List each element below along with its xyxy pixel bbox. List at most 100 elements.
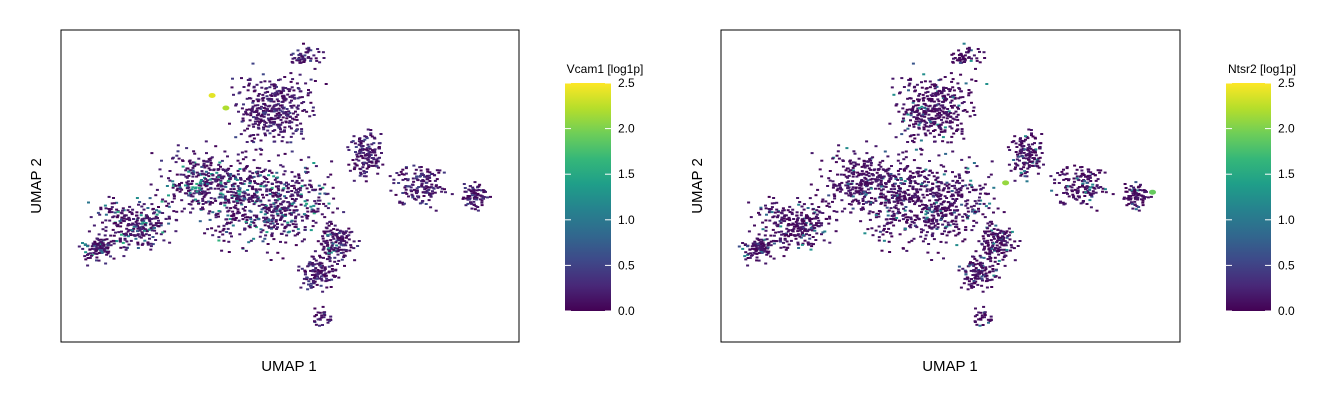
right-cell-point: [1095, 209, 1099, 212]
right-cell-point: [978, 324, 982, 327]
left-cell-point: [284, 241, 288, 244]
left-cell-point: [270, 211, 274, 213]
left-cell-point: [283, 214, 287, 217]
right-cell-point: [917, 98, 921, 101]
right-cell-point: [959, 286, 963, 289]
left-cell-point: [219, 185, 223, 188]
left-cell-point: [191, 175, 195, 178]
right-cell-point: [892, 214, 896, 217]
right-cell-point: [951, 86, 955, 89]
right-cell-point: [932, 100, 936, 103]
left-cell-point: [149, 248, 153, 251]
left-cell-point: [170, 200, 174, 203]
left-cell-point: [313, 280, 317, 283]
left-cell-point: [131, 208, 135, 211]
left-cell-point: [306, 92, 310, 95]
right-cell-point: [986, 227, 990, 230]
right-cell-point: [834, 184, 838, 187]
right-cell-point: [805, 230, 809, 233]
right-cell-point: [1031, 157, 1035, 159]
right-cell-point: [964, 200, 968, 203]
right-cell-point: [915, 83, 919, 86]
left-cell-point: [261, 99, 265, 102]
right-cell-point: [1137, 193, 1141, 196]
right-cell-point: [951, 78, 955, 81]
left-cell-point: [305, 216, 309, 219]
right-cell-point: [815, 213, 819, 216]
left-cell-point: [201, 203, 205, 205]
left-cell-point: [135, 223, 139, 226]
right-cell-point: [1023, 172, 1027, 175]
right-cell-point: [1131, 194, 1135, 197]
right-cell-point: [1095, 185, 1099, 188]
left-cell-point: [470, 207, 474, 210]
left-cell-point: [104, 219, 108, 222]
left-cell-point: [298, 61, 302, 64]
left-cell-point: [325, 279, 329, 282]
right-cell-point: [908, 170, 912, 173]
left-cell-point: [294, 181, 298, 184]
right-cell-point: [932, 217, 936, 220]
right-cell-point: [832, 184, 836, 187]
right-cell-point: [932, 238, 936, 241]
right-cell-point: [903, 129, 907, 132]
right-cell-point: [1008, 238, 1012, 241]
right-cell-point: [1073, 164, 1077, 167]
right-cell-point: [950, 121, 954, 124]
right-cell-point: [901, 214, 905, 217]
left-cell-point: [348, 169, 352, 172]
right-cell-point: [869, 201, 873, 204]
left-cell-point: [109, 244, 113, 247]
right-cell-point: [852, 164, 856, 167]
left-cell-point: [276, 187, 280, 190]
right-cell-point: [942, 257, 945, 260]
left-cell-point: [320, 262, 324, 265]
left-cell-point: [323, 183, 327, 186]
right-cell-point: [924, 206, 928, 209]
right-cell-point: [852, 161, 855, 164]
right-cell-point: [857, 157, 861, 160]
right-cell-point: [1064, 186, 1068, 189]
left-cell-point: [248, 108, 251, 111]
left-cell-point: [283, 129, 286, 132]
left-cell-point: [77, 245, 81, 248]
right-cell-point: [882, 175, 886, 178]
right-cell-point: [904, 206, 908, 208]
left-cell-point: [269, 222, 273, 225]
right-cell-point: [860, 165, 864, 168]
left-cell-point: [264, 206, 268, 209]
right-cell-point: [773, 211, 777, 214]
left-cell-point: [419, 172, 423, 175]
left-cell-point: [97, 247, 101, 250]
right-cell-point: [944, 213, 948, 216]
right-cell-point: [937, 126, 941, 129]
right-cell-point: [920, 86, 924, 89]
right-cell-point: [1071, 193, 1075, 196]
left-cell-point: [264, 134, 267, 137]
left-cell-point: [470, 194, 474, 197]
right-cell-point: [847, 203, 851, 205]
right-cell-point: [1013, 168, 1017, 171]
left-cell-point: [242, 113, 246, 116]
right-cell-point: [964, 204, 968, 207]
right-cell-point: [764, 207, 768, 210]
left-cell-point: [296, 228, 300, 231]
right-cell-point: [849, 211, 853, 214]
right-cell-point: [961, 215, 965, 218]
right-cell-point: [795, 219, 799, 222]
right-scatter-points: [737, 42, 1156, 327]
right-cell-point: [1007, 163, 1011, 166]
left-cell-point: [189, 183, 193, 185]
left-cell-point: [252, 134, 256, 136]
left-cell-point: [231, 77, 234, 80]
left-cell-point: [127, 243, 131, 246]
right-cell-point: [921, 93, 925, 96]
right-cell-point: [908, 108, 912, 111]
right-cell-point: [780, 230, 784, 233]
right-cell-point: [828, 241, 832, 244]
right-cell-point: [1082, 179, 1086, 181]
left-cell-point: [187, 189, 190, 192]
right-cell-point: [801, 234, 805, 237]
left-cell-point: [241, 158, 245, 161]
right-cell-point: [959, 73, 963, 76]
